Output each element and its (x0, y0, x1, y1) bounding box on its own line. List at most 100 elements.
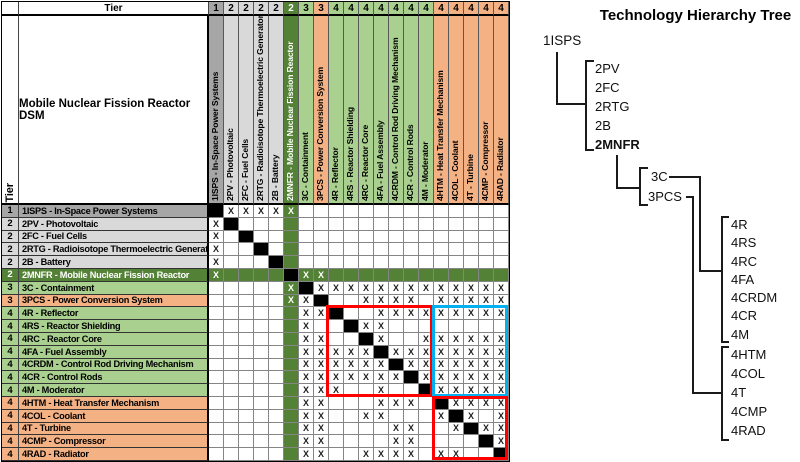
tree-node-4crdm: 4CRDM (731, 290, 778, 305)
cell-4FA-4M: X (419, 345, 434, 359)
cell-4COL-4RC: X (359, 409, 374, 423)
tree-line (639, 204, 648, 206)
cell-4M-4M (419, 384, 434, 397)
row-tier-4CMP: 4 (2, 435, 19, 449)
cell-3C-2FC (239, 281, 254, 295)
cell-4COL-4R (329, 409, 344, 423)
cell-4RC-2B (269, 332, 284, 346)
col-tier-4CMP: 4 (479, 2, 494, 16)
row-tier-2MNFR: 2 (2, 268, 19, 282)
tree-title: Technology Hierarchy Tree (599, 7, 792, 24)
cell-4R-2FC (239, 307, 254, 321)
cell-4RC-4RAD: X (494, 332, 509, 346)
col-tier-4T: 4 (464, 2, 479, 16)
cell-2PV-2FC (239, 217, 254, 231)
tree-node-4rs: 4RS (731, 235, 757, 250)
col-header-4M: 4M - Moderator (419, 16, 434, 205)
col-header-text: 4HTM - Heat Transfer Mechanism (435, 70, 445, 201)
cell-4COL-2RTG (254, 409, 269, 423)
cell-2MNFR-4M (419, 268, 434, 282)
cell-4R-4M: X (419, 307, 434, 321)
row-tier-4CRDM: 4 (2, 358, 19, 372)
cell-4RC-2FC (239, 332, 254, 346)
cell-2FC-4COL (449, 230, 464, 244)
tree-line (585, 149, 594, 151)
cell-2PV-4R (329, 217, 344, 231)
col-header-4RS: 4RS - Reactor Shielding (344, 16, 359, 205)
cell-1ISPS-1ISPS (209, 205, 224, 218)
col-header-text: 4CRDM - Control Rod Driving Mechanism (390, 37, 400, 201)
dsm-row-1ISPS: 1 1ISPS - In-Space Power Systems X X X X X (2, 205, 509, 218)
cell-2MNFR-2RTG (254, 268, 269, 282)
cell-4FA-4CR: X (404, 345, 419, 359)
cell-1ISPS-4R (329, 205, 344, 218)
cell-2MNFR-4CRDM (389, 268, 404, 282)
cell-3PCS-2B (269, 294, 284, 308)
cell-4T-3PCS: X (314, 422, 329, 436)
cell-1ISPS-2PV: X (224, 205, 239, 218)
cell-2B-2PV (224, 256, 239, 269)
cell-4CRDM-4RC: X (359, 358, 374, 372)
cell-3C-3C (299, 281, 314, 295)
cell-4RAD-4RAD (494, 448, 509, 461)
cell-4FA-2FC (239, 345, 254, 359)
cell-3PCS-1ISPS (209, 294, 224, 308)
cell-4RAD-3PCS: X (314, 448, 329, 461)
cell-2RTG-2PV (224, 243, 239, 257)
cell-1ISPS-4FA (374, 205, 389, 218)
col-header-4CR: 4CR - Control Rods (404, 16, 419, 205)
tree-line (721, 346, 723, 441)
cell-2B-2MNFR (284, 256, 299, 269)
row-tier-2FC: 2 (2, 230, 19, 244)
cell-4RAD-2B (269, 448, 284, 461)
row-label-4COL: 4COL - Coolant (19, 409, 209, 423)
col-header-text: 4M - Moderator (420, 141, 430, 202)
cell-4R-4T: X (464, 307, 479, 321)
cell-2MNFR-2FC (239, 268, 254, 282)
cell-2FC-4HTM (434, 230, 449, 244)
col-header-text: 3PCS - Power Conversion System (315, 67, 325, 201)
cell-4FA-3C: X (299, 345, 314, 359)
cell-4HTM-4RC (359, 396, 374, 410)
row-label-3C: 3C - Containment (19, 281, 209, 295)
col-header-4CRDM: 4CRDM - Control Rod Driving Mechanism (389, 16, 404, 205)
cell-2B-4HTM (434, 256, 449, 269)
cell-4CMP-2FC (239, 435, 254, 449)
cell-2FC-4CMP (479, 230, 494, 244)
cell-4M-4CR (404, 384, 419, 397)
cell-4M-4CMP: X (479, 384, 494, 397)
cell-2B-3C (299, 256, 314, 269)
cell-4CR-4CRDM: X (389, 371, 404, 385)
cell-3PCS-4RS (344, 294, 359, 308)
col-tier-4RS: 4 (344, 2, 359, 16)
cell-4COL-4T: X (464, 409, 479, 423)
row-tier-2RTG: 2 (2, 243, 19, 257)
cell-4CR-2FC (239, 371, 254, 385)
cell-4FA-2RTG (254, 345, 269, 359)
cell-4CRDM-2B (269, 358, 284, 372)
cell-4R-4RS (344, 307, 359, 321)
cell-4FA-2B (269, 345, 284, 359)
col-header-text: 4CR - Control Rods (405, 124, 415, 201)
tier-header: Tier (19, 2, 209, 16)
cell-2MNFR-2MNFR (284, 268, 299, 282)
cell-2FC-4RS (344, 230, 359, 244)
cell-4FA-3PCS: X (314, 345, 329, 359)
cell-4COL-4CRDM (389, 409, 404, 423)
cell-4RAD-2MNFR (284, 448, 299, 461)
cell-4T-4T (464, 422, 479, 436)
cell-4CRDM-4R: X (329, 358, 344, 372)
row-tier-4HTM: 4 (2, 396, 19, 410)
row-label-4HTM: 4HTM - Heat Transfer Mechanism (19, 396, 209, 410)
cell-2MNFR-4CMP (479, 268, 494, 282)
cell-4CMP-4CR: X (404, 435, 419, 449)
cell-2MNFR-4FA (374, 268, 389, 282)
row-label-4FA: 4FA - Fuel Assembly (19, 345, 209, 359)
row-label-4CMP: 4CMP - Compressor (19, 435, 209, 449)
cell-3PCS-2RTG (254, 294, 269, 308)
cell-3C-4FA: X (374, 281, 389, 295)
cell-4M-2MNFR (284, 384, 299, 397)
col-header-text: 2FC - Fuel Cells (240, 138, 250, 201)
col-header-3PCS: 3PCS - Power Conversion System (314, 16, 329, 205)
col-tier-4RAD: 4 (494, 2, 509, 16)
